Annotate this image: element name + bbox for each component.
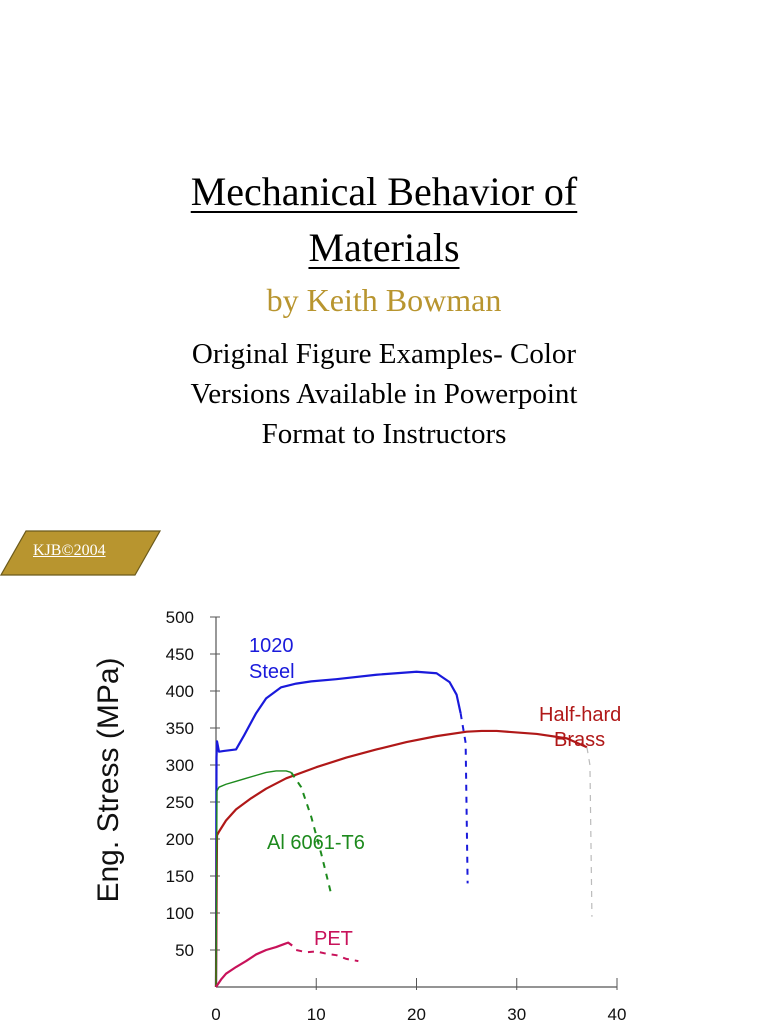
slide-subtitle: Original Figure Examples- Color Versions… xyxy=(0,334,768,454)
subtitle-line: Format to Instructors xyxy=(261,418,507,450)
series-line xyxy=(214,670,462,988)
y-tick-label: 450 xyxy=(166,645,194,664)
y-tick-label: 100 xyxy=(166,904,194,923)
y-axis-label: Eng. Stress (MPa) xyxy=(92,657,125,902)
x-tick-label: 40 xyxy=(608,1005,627,1024)
slide-title-line-1: Mechanical Behavior of xyxy=(0,168,768,216)
x-tick-label: 0 xyxy=(211,1005,220,1024)
y-tick-label: 400 xyxy=(166,682,194,701)
series-fracture-line xyxy=(586,747,593,917)
series-line xyxy=(215,770,292,988)
series-label: Steel xyxy=(249,661,295,683)
series-line xyxy=(215,941,293,988)
series-line xyxy=(214,729,588,988)
stress-strain-chart: 50 100 150 200 250 300 350 400 450 500 0 10 20 30 40 En… xyxy=(0,590,768,1024)
series-fracture-line xyxy=(459,713,469,884)
y-tick-label: 50 xyxy=(175,941,194,960)
series-label: Al 6061-T6 xyxy=(267,832,365,854)
series-label: Brass xyxy=(554,729,605,751)
subtitle-line: Versions Available in Powerpoint xyxy=(190,378,578,410)
x-tick-label: 10 xyxy=(307,1005,326,1024)
series-label: PET xyxy=(314,928,353,950)
x-tick-label: 20 xyxy=(407,1005,426,1024)
badge-parallelogram-shape xyxy=(0,530,162,576)
series-fracture-line xyxy=(295,949,359,963)
y-tick-label: 150 xyxy=(166,867,194,886)
copyright-badge: KJB©2004 xyxy=(0,530,170,576)
y-tick-label: 300 xyxy=(166,756,194,775)
subtitle-line: Original Figure Examples- Color xyxy=(191,338,577,370)
series-label: Half-hard xyxy=(539,704,621,726)
y-tick-label: 200 xyxy=(166,830,194,849)
slide-title-line-2: Materials xyxy=(0,224,768,272)
series-label: 1020 xyxy=(249,635,294,657)
x-tick-label: 30 xyxy=(507,1005,526,1024)
title-text-2: Materials xyxy=(308,225,460,270)
series-fracture-line xyxy=(290,771,333,895)
copyright-badge-link[interactable]: KJB©2004 xyxy=(33,542,106,559)
y-tick-label: 350 xyxy=(166,719,194,738)
title-text-1: Mechanical Behavior of xyxy=(190,169,578,214)
author-byline: by Keith Bowman xyxy=(266,282,502,318)
y-tick-label: 500 xyxy=(166,608,194,627)
y-tick-label: 250 xyxy=(166,793,194,812)
